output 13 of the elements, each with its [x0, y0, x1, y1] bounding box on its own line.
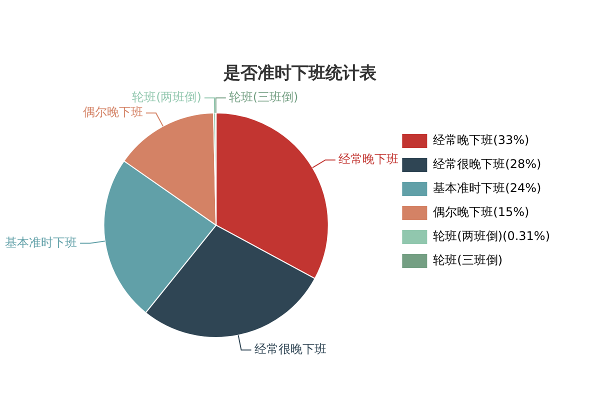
- slice-label: 偶尔晚下班: [82, 105, 143, 120]
- slice-label: 轮班(三班倒): [228, 90, 298, 104]
- category-label: 经常晚下班(33%): [433, 133, 530, 148]
- slice-label: 基本准时下班: [5, 235, 78, 250]
- category-label: 经常很晚下班(28%): [433, 157, 542, 172]
- slice-label: 轮班(两班倒): [132, 90, 202, 104]
- legend-label: 轮班(三班倒): [433, 253, 503, 268]
- category-label: 轮班(两班倒)(0.31%): [433, 229, 550, 244]
- slice-label: 经常晚下班: [338, 152, 398, 166]
- category-label: 基本准时下班(24%): [433, 181, 542, 196]
- slice-label: 经常很晚下班: [254, 342, 326, 356]
- category-label: 偶尔晚下班(15%): [433, 205, 530, 220]
- chart-title: 是否准时下班统计表: [222, 64, 378, 84]
